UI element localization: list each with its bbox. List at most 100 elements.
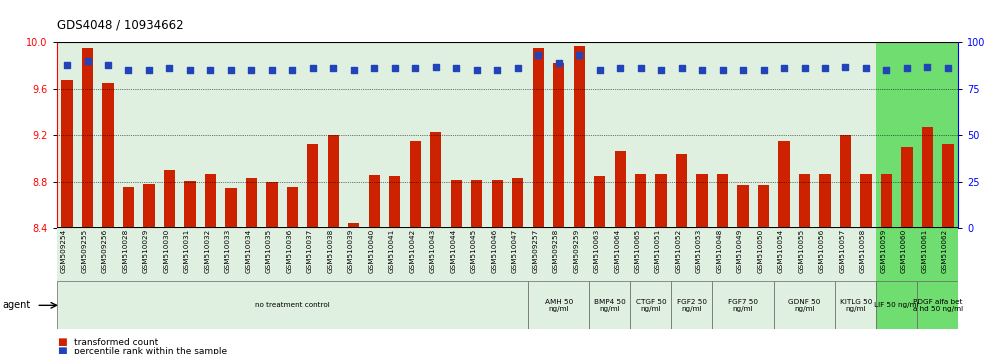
Point	[878, 68, 894, 73]
Text: GSM510058: GSM510058	[860, 229, 866, 273]
Text: GSM509254: GSM509254	[61, 229, 67, 273]
Text: GSM510055: GSM510055	[799, 229, 805, 273]
Text: GSM510048: GSM510048	[716, 229, 722, 273]
Point	[80, 58, 96, 64]
Text: GSM510043: GSM510043	[429, 229, 436, 273]
Point	[899, 66, 915, 72]
Point	[448, 66, 464, 72]
Bar	[876, 42, 917, 228]
Bar	[712, 227, 774, 285]
Point	[797, 66, 813, 72]
Text: GSM510030: GSM510030	[163, 229, 169, 273]
Bar	[836, 42, 876, 228]
Bar	[528, 281, 590, 329]
Point	[756, 68, 772, 73]
Point	[489, 68, 505, 73]
Text: GSM510042: GSM510042	[409, 229, 415, 273]
Point	[386, 66, 402, 72]
Bar	[917, 281, 958, 329]
Point	[735, 68, 751, 73]
Text: GSM509258: GSM509258	[553, 229, 559, 273]
Bar	[512, 178, 523, 228]
Point	[530, 53, 546, 58]
Text: GSM510057: GSM510057	[840, 229, 846, 273]
Text: GSM510037: GSM510037	[307, 229, 313, 273]
Bar	[528, 227, 590, 285]
Point	[469, 68, 485, 73]
Bar	[717, 174, 728, 228]
Text: GSM510039: GSM510039	[348, 229, 354, 273]
Point	[694, 68, 710, 73]
Bar	[184, 181, 195, 228]
Bar	[799, 174, 810, 228]
Bar	[712, 281, 774, 329]
Bar	[737, 185, 749, 228]
Bar	[143, 184, 154, 228]
Text: GSM510065: GSM510065	[634, 229, 640, 273]
Text: GSM509259: GSM509259	[573, 229, 579, 273]
Bar	[225, 188, 236, 228]
Text: GSM510054: GSM510054	[778, 229, 784, 273]
Point	[141, 68, 157, 73]
Text: ■: ■	[57, 346, 67, 354]
Bar	[287, 187, 298, 228]
Point	[223, 68, 239, 73]
Bar	[590, 281, 630, 329]
Bar	[671, 42, 712, 228]
Text: GSM510056: GSM510056	[819, 229, 825, 273]
Bar	[671, 227, 712, 285]
Text: GSM510064: GSM510064	[615, 229, 621, 273]
Bar	[876, 227, 917, 285]
Text: GSM510059: GSM510059	[880, 229, 886, 273]
Text: GSM510032: GSM510032	[204, 229, 210, 273]
Point	[940, 66, 956, 72]
Bar	[836, 227, 876, 285]
Bar	[921, 127, 933, 228]
Bar	[901, 147, 912, 228]
Bar	[917, 42, 958, 228]
Bar	[594, 176, 606, 228]
Point	[264, 68, 280, 73]
Text: transformed count: transformed count	[74, 338, 158, 347]
Bar	[840, 136, 852, 228]
Point	[100, 62, 116, 68]
Text: CTGF 50
ng/ml: CTGF 50 ng/ml	[635, 299, 666, 312]
Text: percentile rank within the sample: percentile rank within the sample	[74, 347, 227, 354]
Text: BMP4 50
ng/ml: BMP4 50 ng/ml	[594, 299, 625, 312]
Point	[243, 68, 259, 73]
Bar	[712, 42, 774, 228]
Text: GDNF 50
ng/ml: GDNF 50 ng/ml	[788, 299, 821, 312]
Bar	[103, 83, 114, 228]
Text: no treatment control: no treatment control	[255, 302, 330, 308]
Bar	[696, 174, 708, 228]
Bar	[876, 281, 917, 329]
Point	[613, 66, 628, 72]
Text: GSM510041: GSM510041	[388, 229, 394, 273]
Bar	[57, 42, 528, 228]
Text: GSM510029: GSM510029	[143, 229, 149, 273]
Bar	[820, 174, 831, 228]
Text: GSM510035: GSM510035	[266, 229, 272, 273]
Point	[817, 66, 833, 72]
Point	[346, 68, 362, 73]
Bar	[630, 227, 671, 285]
Text: GSM510031: GSM510031	[184, 229, 190, 273]
Text: GSM510052: GSM510052	[675, 229, 681, 273]
Bar	[836, 281, 876, 329]
Point	[367, 66, 382, 72]
Bar	[942, 143, 953, 228]
Text: GSM510045: GSM510045	[471, 229, 477, 273]
Bar	[57, 281, 528, 329]
Bar	[880, 174, 892, 228]
Text: GSM510044: GSM510044	[450, 229, 456, 273]
Bar	[528, 42, 590, 228]
Bar	[615, 150, 625, 228]
Point	[202, 68, 218, 73]
Bar	[471, 179, 482, 228]
Text: GSM510028: GSM510028	[123, 229, 128, 273]
Bar	[430, 132, 441, 228]
Text: GSM509256: GSM509256	[102, 229, 108, 273]
Text: GSM510051: GSM510051	[655, 229, 661, 273]
Point	[838, 64, 854, 69]
Point	[428, 64, 444, 69]
